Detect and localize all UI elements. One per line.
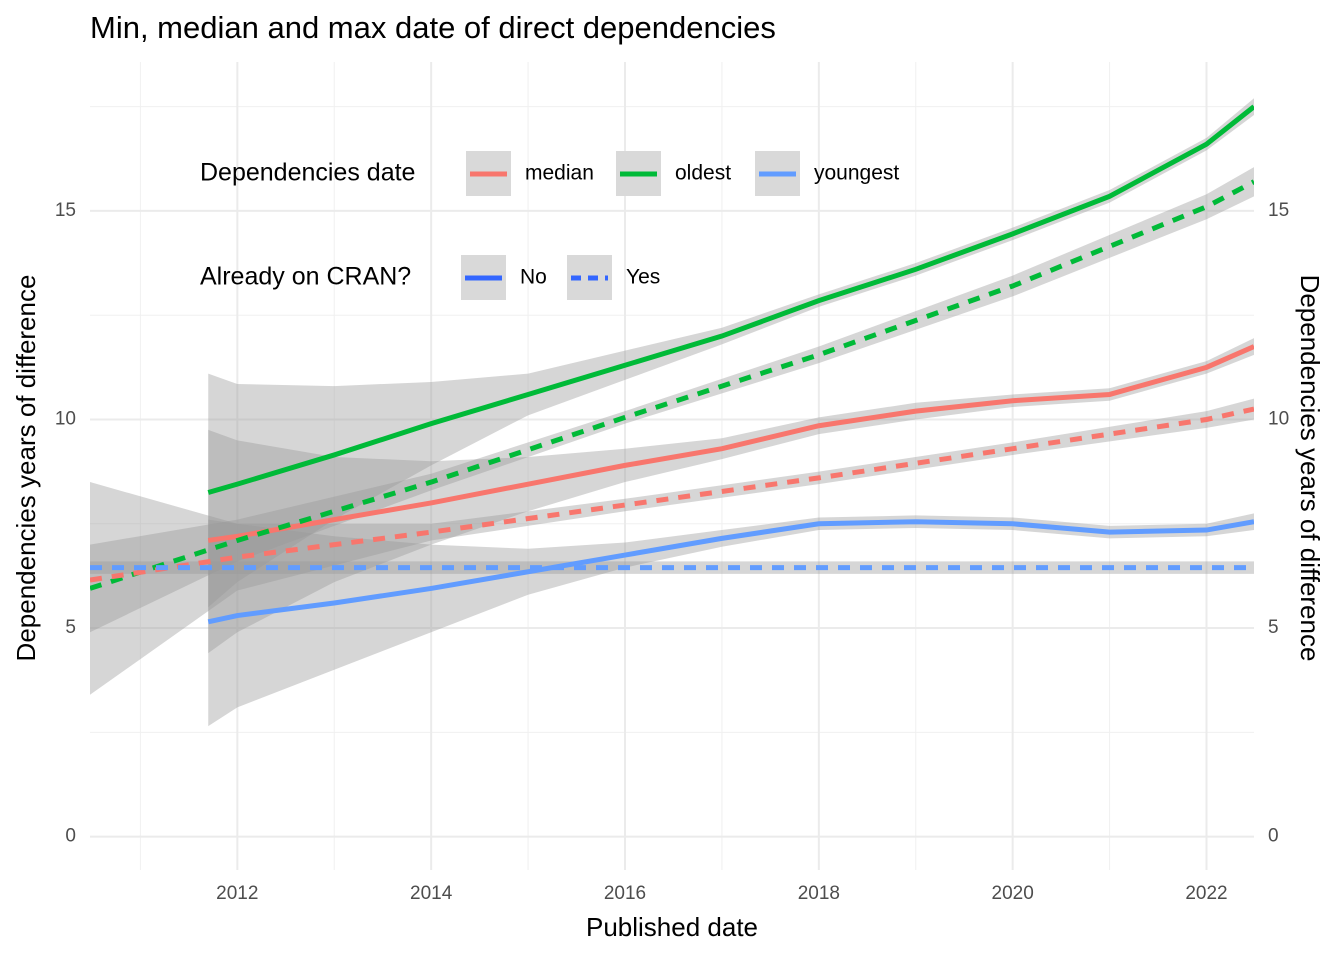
confidence-band <box>208 338 1254 654</box>
x-tick-label: 2012 <box>216 883 258 904</box>
y-tick-label: 0 <box>65 826 76 847</box>
legend-label: Yes <box>626 266 660 289</box>
trend-line <box>90 179 1254 591</box>
y-tick-label: 15 <box>55 200 76 221</box>
bands <box>90 98 1254 727</box>
legend-title: Dependencies date <box>200 159 415 187</box>
trend-line <box>90 406 1254 583</box>
trend-line <box>207 519 1254 625</box>
x-tick-label: 2022 <box>1185 883 1227 904</box>
lines <box>90 104 1254 625</box>
trend-line <box>207 344 1254 543</box>
legend-label: No <box>520 266 547 289</box>
y2-tick-label: 0 <box>1268 826 1279 847</box>
legend-label: oldest <box>675 162 731 185</box>
x-tick-label: 2018 <box>798 883 840 904</box>
x-tick-label: 2016 <box>604 883 646 904</box>
y2-axis-title: Dependencies years of difference <box>1295 275 1325 662</box>
y-axis-title: Dependencies years of difference <box>11 275 41 662</box>
confidence-band <box>90 167 1254 633</box>
legend-label: youngest <box>814 162 899 185</box>
chart-title: Min, median and max date of direct depen… <box>90 10 776 45</box>
trend-line <box>207 104 1254 495</box>
legend-title: Already on CRAN? <box>200 263 411 291</box>
x-tick-label: 2020 <box>992 883 1034 904</box>
legend-label: median <box>525 162 594 185</box>
x-axis-title: Published date <box>586 912 758 942</box>
y2-tick-label: 15 <box>1268 200 1289 221</box>
y2-tick-label: 5 <box>1268 617 1279 638</box>
y2-tick-label: 10 <box>1268 409 1289 430</box>
legend: Dependencies date median oldest youngest Alr… <box>200 151 899 300</box>
y-tick-label: 5 <box>65 617 76 638</box>
y-tick-label: 10 <box>55 409 76 430</box>
x-tick-label: 2014 <box>410 883 453 904</box>
